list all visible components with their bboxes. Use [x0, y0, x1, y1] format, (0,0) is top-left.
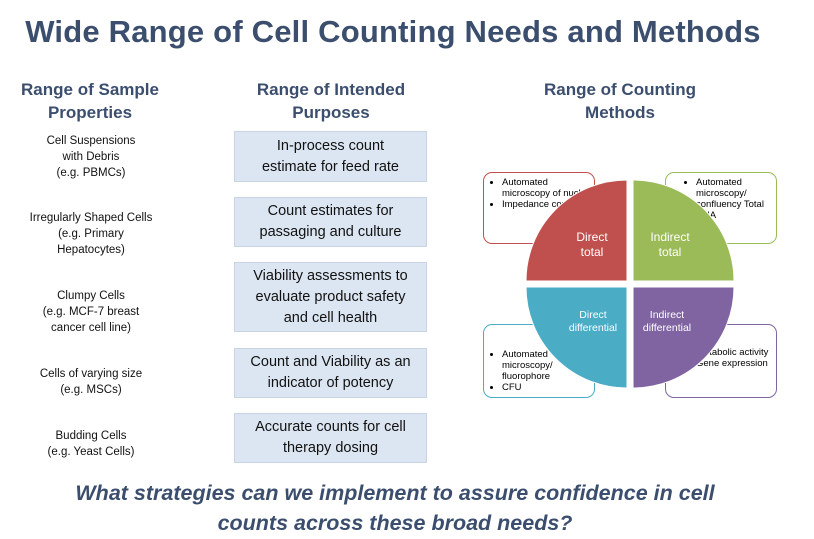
counting-methods-diagram: Automated microscopy of nuclei Impedance…: [482, 172, 778, 400]
direct-total-label: Direct total: [576, 230, 608, 259]
sample-item-clumpy: Clumpy Cells (e.g. MCF-7 breast cancer c…: [42, 290, 140, 334]
indirect-differential-quadrant: [632, 286, 735, 389]
page-title: Wide Range of Cell Counting Needs and Me…: [25, 14, 761, 49]
purpose-feed-rate: In-process count estimate for feed rate: [234, 131, 427, 182]
indirect-total-label: Indirect total: [650, 230, 690, 259]
indirect-differential-label: Indirect differential: [642, 309, 692, 334]
methods-heading: Range of Counting Methods: [543, 80, 697, 122]
samples-heading: Range of Sample Properties: [21, 80, 159, 122]
method-item: Automated microscopy of nuclei: [502, 177, 590, 199]
direct-differential-label: Direct differential: [568, 309, 618, 334]
purpose-viability-safety: Viability assessments to evaluate produc…: [234, 262, 427, 332]
method-item: Automated microscopy/ fluorophore: [502, 349, 590, 382]
direct-total-quadrant: [525, 179, 628, 282]
purpose-dosing: Accurate counts for cell therapy dosing: [234, 413, 427, 463]
sample-item-varying-size: Cells of varying size (e.g. MSCs): [39, 368, 143, 396]
purposes-heading: Range of Intended Purposes: [256, 80, 406, 122]
direct-differential-quadrant: [525, 286, 628, 389]
indirect-total-quadrant: [632, 179, 735, 282]
sample-item-budding: Budding Cells (e.g. Yeast Cells): [47, 430, 135, 458]
sample-item-irregular: Irregularly Shaped Cells (e.g. Primary H…: [29, 212, 153, 256]
quadrant-circle: [525, 179, 735, 389]
method-item: Gene expression: [696, 358, 772, 369]
method-item: Impedance counting: [502, 199, 590, 210]
purpose-passaging: Count estimates for passaging and cultur…: [234, 197, 427, 247]
sample-item-debris: Cell Suspensions with Debris (e.g. PBMCs…: [46, 135, 136, 179]
closing-question: What strategies can we implement to assu…: [75, 481, 715, 535]
method-item: CFU: [502, 382, 590, 393]
method-item: Metabolic activity: [696, 347, 772, 358]
purpose-potency: Count and Viability as an indicator of p…: [234, 348, 427, 398]
